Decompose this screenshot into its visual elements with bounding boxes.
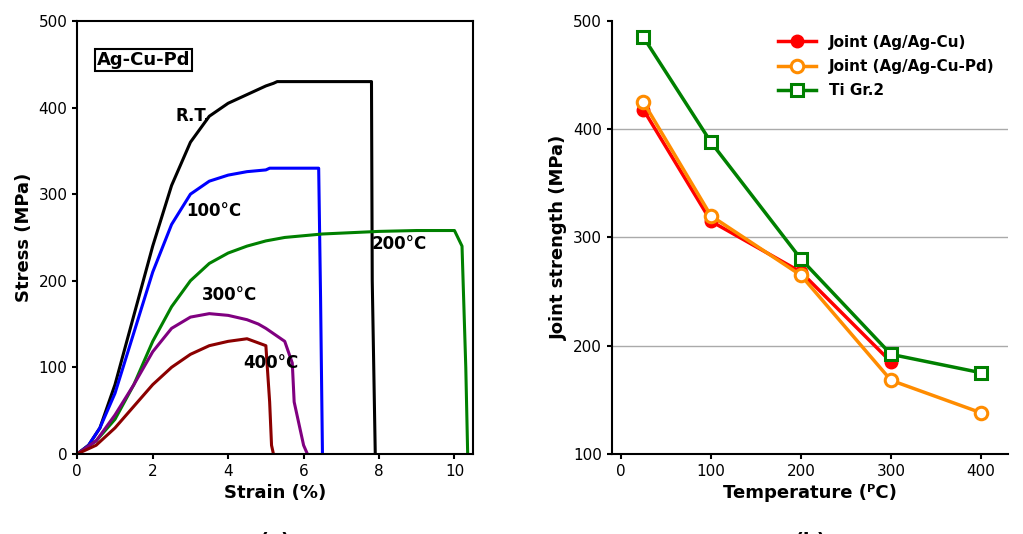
Text: (a): (a) [260, 532, 291, 534]
Text: Ag-Cu-Pd: Ag-Cu-Pd [97, 51, 190, 69]
X-axis label: Strain (%): Strain (%) [224, 484, 326, 502]
Text: 300°C: 300°C [202, 286, 257, 304]
Text: 400°C: 400°C [243, 354, 299, 372]
Text: (b): (b) [794, 532, 826, 534]
Y-axis label: Stress (MPa): Stress (MPa) [15, 173, 33, 302]
Legend: Joint (Ag/Ag-Cu), Joint (Ag/Ag-Cu-Pd), Ti Gr.2: Joint (Ag/Ag-Cu), Joint (Ag/Ag-Cu-Pd), T… [772, 29, 1000, 104]
X-axis label: Temperature (ᴾC): Temperature (ᴾC) [723, 484, 897, 502]
Text: 100°C: 100°C [186, 202, 241, 221]
Y-axis label: Joint strength (MPa): Joint strength (MPa) [549, 135, 568, 340]
Text: 200°C: 200°C [371, 235, 427, 253]
Text: R.T.: R.T. [175, 107, 210, 125]
